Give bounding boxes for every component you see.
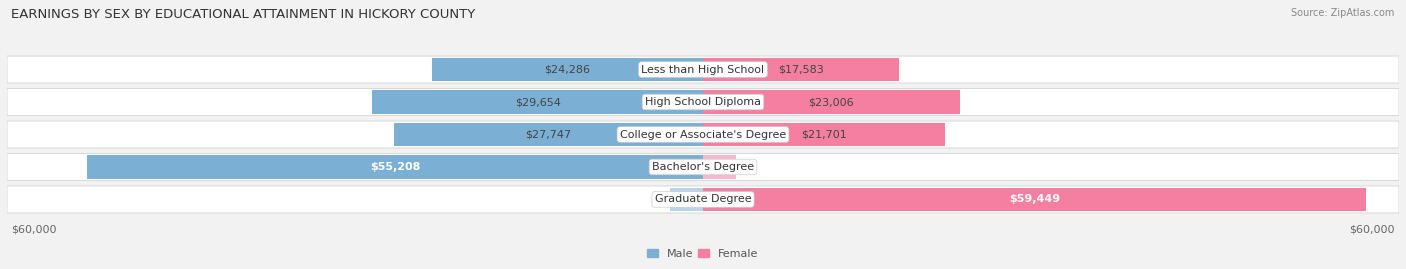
- Text: $21,701: $21,701: [801, 129, 846, 140]
- Bar: [432, 58, 703, 81]
- Text: Bachelor's Degree: Bachelor's Degree: [652, 162, 754, 172]
- Text: $17,583: $17,583: [778, 65, 824, 75]
- Bar: [87, 155, 703, 179]
- Text: $29,654: $29,654: [515, 97, 561, 107]
- Text: $0: $0: [742, 162, 756, 172]
- Bar: [394, 123, 703, 146]
- FancyBboxPatch shape: [7, 121, 1399, 148]
- Text: High School Diploma: High School Diploma: [645, 97, 761, 107]
- Text: $23,006: $23,006: [808, 97, 853, 107]
- FancyBboxPatch shape: [7, 186, 1399, 213]
- Bar: [703, 123, 945, 146]
- Text: College or Associate's Degree: College or Associate's Degree: [620, 129, 786, 140]
- Legend: Male, Female: Male, Female: [643, 244, 763, 263]
- FancyBboxPatch shape: [7, 89, 1399, 115]
- Text: $27,747: $27,747: [526, 129, 571, 140]
- Text: EARNINGS BY SEX BY EDUCATIONAL ATTAINMENT IN HICKORY COUNTY: EARNINGS BY SEX BY EDUCATIONAL ATTAINMEN…: [11, 8, 475, 21]
- Bar: [703, 188, 1367, 211]
- FancyBboxPatch shape: [7, 154, 1399, 180]
- Text: Less than High School: Less than High School: [641, 65, 765, 75]
- Bar: [703, 155, 737, 179]
- Text: Source: ZipAtlas.com: Source: ZipAtlas.com: [1291, 8, 1395, 18]
- Text: $0: $0: [650, 194, 664, 204]
- Text: $55,208: $55,208: [370, 162, 420, 172]
- Text: Graduate Degree: Graduate Degree: [655, 194, 751, 204]
- Text: $24,286: $24,286: [544, 65, 591, 75]
- Text: $59,449: $59,449: [1010, 194, 1060, 204]
- Bar: [669, 188, 703, 211]
- Bar: [703, 90, 959, 114]
- FancyBboxPatch shape: [7, 56, 1399, 83]
- Bar: [703, 58, 898, 81]
- Bar: [373, 90, 703, 114]
